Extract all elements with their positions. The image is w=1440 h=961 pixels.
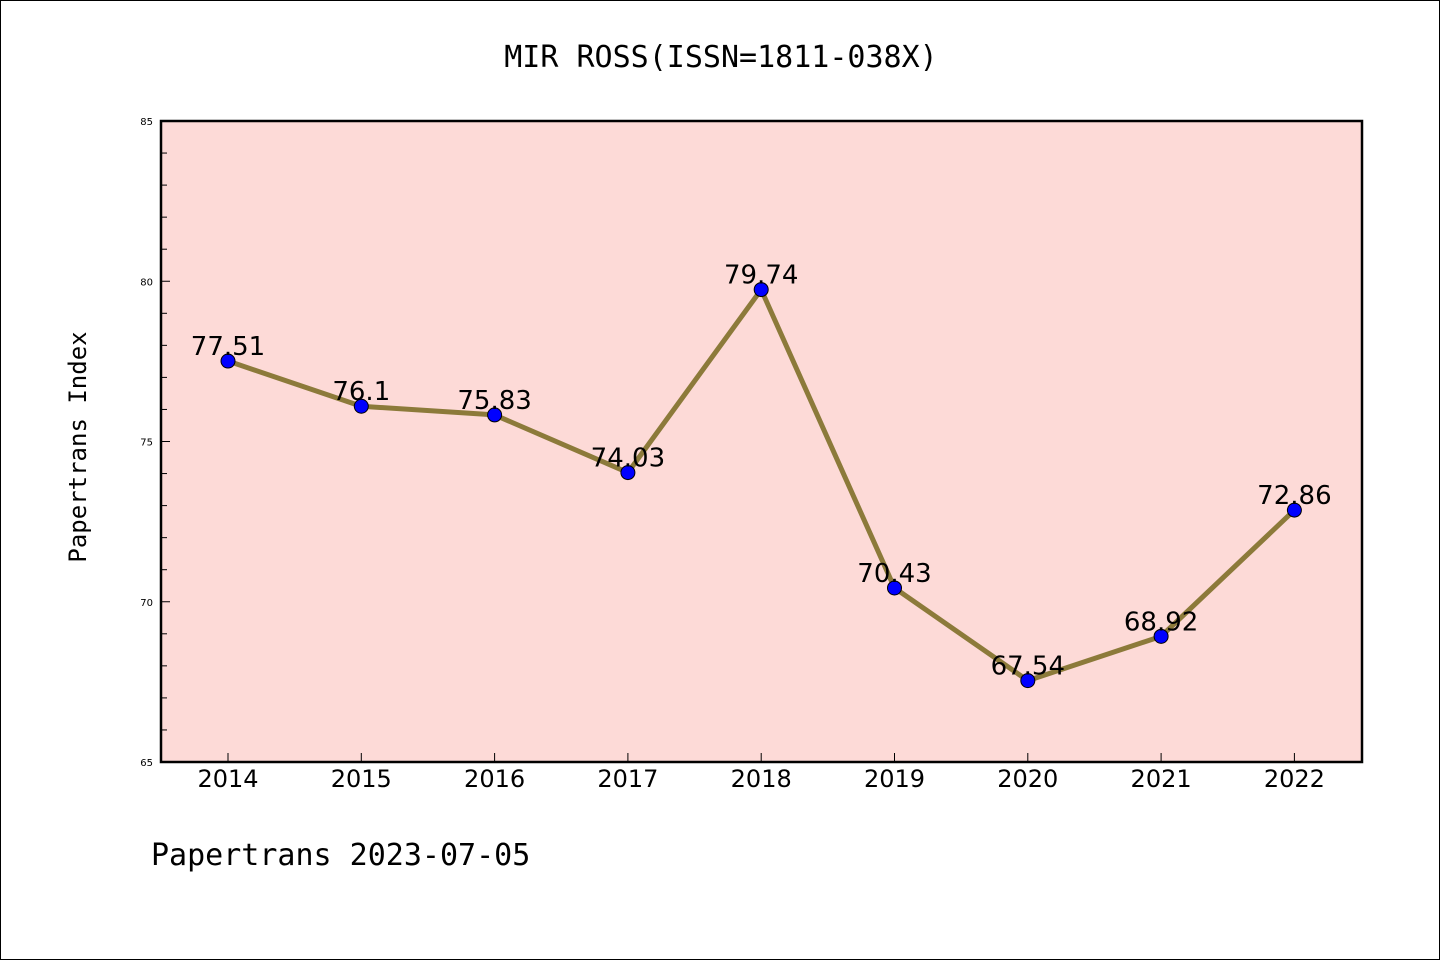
data-point [753, 282, 769, 298]
x-tick-label: 2021 [1131, 765, 1192, 793]
y-tick-label: 85 [140, 117, 153, 128]
y-tick-label: 75 [140, 438, 153, 449]
plot-area [159, 119, 1364, 764]
x-tick-label: 2016 [464, 765, 525, 793]
data-label: 77.51 [191, 332, 265, 362]
data-label: 74.03 [591, 444, 665, 474]
y-axis-label: Papertrans Index [64, 331, 92, 562]
data-point [487, 407, 503, 423]
x-tick-label: 2018 [731, 765, 792, 793]
chart-title: MIR ROSS(ISSN=1811-038X) [504, 40, 937, 75]
x-tick-label: 2015 [331, 765, 392, 793]
data-label: 67.54 [991, 652, 1065, 682]
data-point [620, 465, 636, 481]
y-tick-label: 80 [140, 277, 153, 288]
x-axis: 2014 2015 2016 2017 2018 2019 2020 2021 2022 [197, 753, 1325, 793]
data-label: 76.1 [332, 377, 390, 407]
data-point [887, 580, 902, 596]
x-tick-label: 2022 [1264, 765, 1325, 793]
x-tick-label: 2017 [597, 765, 658, 793]
y-axis: 65 70 75 80 85 [140, 117, 170, 769]
data-point [1286, 502, 1302, 518]
x-tick-label: 2020 [997, 765, 1058, 793]
x-tick-label: 2019 [864, 765, 925, 793]
footer-text: Papertrans 2023-07-05 [151, 838, 530, 873]
y-tick-label: 65 [140, 758, 153, 769]
data-point [220, 353, 236, 369]
data-label: 75.83 [457, 386, 531, 416]
data-point [1020, 673, 1036, 689]
data-label: 68.92 [1124, 607, 1198, 637]
data-markers [220, 282, 1302, 689]
data-point [1153, 628, 1169, 644]
data-labels: 77.51 76.1 75.83 74.03 79.74 70.43 67.54 68.92 7… [191, 261, 1332, 682]
data-label: 70.43 [857, 559, 931, 589]
data-label: 79.74 [724, 261, 798, 291]
data-point [353, 398, 369, 414]
data-label: 72.86 [1257, 481, 1331, 511]
y-tick-label: 70 [140, 598, 153, 609]
x-tick-label: 2014 [197, 765, 258, 793]
